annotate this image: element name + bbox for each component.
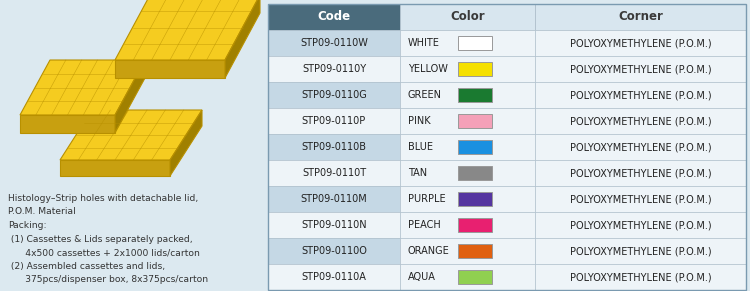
Text: POLYOXYMETHYLENE (P.O.M.): POLYOXYMETHYLENE (P.O.M.) xyxy=(570,90,711,100)
Text: YELLOW: YELLOW xyxy=(408,64,448,74)
Text: POLYOXYMETHYLENE (P.O.M.): POLYOXYMETHYLENE (P.O.M.) xyxy=(570,272,711,282)
Text: 4x500 cassettes + 2x1000 lids/carton: 4x500 cassettes + 2x1000 lids/carton xyxy=(8,248,200,257)
Polygon shape xyxy=(170,110,202,176)
Bar xyxy=(400,30,535,56)
Bar xyxy=(458,270,492,284)
Bar xyxy=(458,114,492,128)
Text: STP09-0110Y: STP09-0110Y xyxy=(302,64,366,74)
Bar xyxy=(400,186,535,212)
Polygon shape xyxy=(20,60,145,115)
Text: POLYOXYMETHYLENE (P.O.M.): POLYOXYMETHYLENE (P.O.M.) xyxy=(570,38,711,48)
Text: POLYOXYMETHYLENE (P.O.M.): POLYOXYMETHYLENE (P.O.M.) xyxy=(570,142,711,152)
Bar xyxy=(268,238,400,264)
Bar xyxy=(400,212,535,238)
Bar xyxy=(458,88,492,102)
Text: Histology–Strip holes with detachable lid,: Histology–Strip holes with detachable li… xyxy=(8,194,198,203)
Polygon shape xyxy=(115,60,225,78)
Text: POLYOXYMETHYLENE (P.O.M.): POLYOXYMETHYLENE (P.O.M.) xyxy=(570,116,711,126)
Bar xyxy=(268,134,400,160)
Bar xyxy=(400,56,535,82)
Polygon shape xyxy=(20,115,115,133)
Text: 375pcs/dispenser box, 8x375pcs/carton: 375pcs/dispenser box, 8x375pcs/carton xyxy=(8,275,208,284)
Bar xyxy=(400,4,535,30)
Text: (2) Assembled cassettes and lids,: (2) Assembled cassettes and lids, xyxy=(8,262,165,271)
Bar xyxy=(268,264,400,290)
Bar xyxy=(400,82,535,108)
Text: Packing:: Packing: xyxy=(8,221,46,230)
Bar xyxy=(268,186,400,212)
Bar xyxy=(268,56,400,82)
Bar xyxy=(535,56,746,82)
Text: BLUE: BLUE xyxy=(408,142,433,152)
Polygon shape xyxy=(60,160,170,176)
Text: PURPLE: PURPLE xyxy=(408,194,446,204)
Bar xyxy=(458,192,492,206)
Text: PINK: PINK xyxy=(408,116,430,126)
Bar xyxy=(535,134,746,160)
Text: P.O.M. Material: P.O.M. Material xyxy=(8,207,76,217)
Text: POLYOXYMETHYLENE (P.O.M.): POLYOXYMETHYLENE (P.O.M.) xyxy=(570,168,711,178)
Bar xyxy=(268,212,400,238)
Bar xyxy=(268,82,400,108)
Text: Code: Code xyxy=(317,10,350,24)
Polygon shape xyxy=(115,0,260,60)
Text: STP09-0110M: STP09-0110M xyxy=(301,194,368,204)
Bar xyxy=(458,36,492,50)
Text: STP09-0110T: STP09-0110T xyxy=(302,168,366,178)
Polygon shape xyxy=(115,60,145,133)
Bar xyxy=(400,108,535,134)
Bar xyxy=(535,212,746,238)
Bar xyxy=(458,140,492,154)
Text: STP09-0110B: STP09-0110B xyxy=(302,142,367,152)
Text: ORANGE: ORANGE xyxy=(408,246,450,256)
Bar xyxy=(535,4,746,30)
Bar xyxy=(535,186,746,212)
Bar xyxy=(458,218,492,232)
Bar xyxy=(535,30,746,56)
Bar xyxy=(268,108,400,134)
Text: TAN: TAN xyxy=(408,168,428,178)
Text: POLYOXYMETHYLENE (P.O.M.): POLYOXYMETHYLENE (P.O.M.) xyxy=(570,194,711,204)
Text: STP09-0110N: STP09-0110N xyxy=(302,220,367,230)
Bar xyxy=(268,4,746,290)
Text: POLYOXYMETHYLENE (P.O.M.): POLYOXYMETHYLENE (P.O.M.) xyxy=(570,220,711,230)
Bar xyxy=(535,238,746,264)
Text: (1) Cassettes & Lids separately packed,: (1) Cassettes & Lids separately packed, xyxy=(8,235,193,244)
Bar xyxy=(458,244,492,258)
Text: GREEN: GREEN xyxy=(408,90,442,100)
Text: WHITE: WHITE xyxy=(408,38,440,48)
Text: POLYOXYMETHYLENE (P.O.M.): POLYOXYMETHYLENE (P.O.M.) xyxy=(570,246,711,256)
Polygon shape xyxy=(60,110,202,160)
Bar xyxy=(400,134,535,160)
Bar xyxy=(535,160,746,186)
Text: STP09-0110G: STP09-0110G xyxy=(301,90,367,100)
Text: STP09-0110P: STP09-0110P xyxy=(302,116,366,126)
Bar xyxy=(400,264,535,290)
Text: STP09-0110W: STP09-0110W xyxy=(300,38,368,48)
Bar xyxy=(268,30,400,56)
Text: AQUA: AQUA xyxy=(408,272,436,282)
Bar xyxy=(458,62,492,76)
Bar xyxy=(458,166,492,180)
Text: STP09-0110A: STP09-0110A xyxy=(302,272,367,282)
Bar xyxy=(535,108,746,134)
Bar xyxy=(268,4,400,30)
Text: STP09-0110O: STP09-0110O xyxy=(301,246,367,256)
Text: PEACH: PEACH xyxy=(408,220,441,230)
Bar xyxy=(535,82,746,108)
Bar xyxy=(535,264,746,290)
Bar xyxy=(268,160,400,186)
Text: Color: Color xyxy=(450,10,484,24)
Text: POLYOXYMETHYLENE (P.O.M.): POLYOXYMETHYLENE (P.O.M.) xyxy=(570,64,711,74)
Bar xyxy=(400,238,535,264)
Text: Corner: Corner xyxy=(618,10,663,24)
Polygon shape xyxy=(225,0,260,78)
Bar xyxy=(400,160,535,186)
